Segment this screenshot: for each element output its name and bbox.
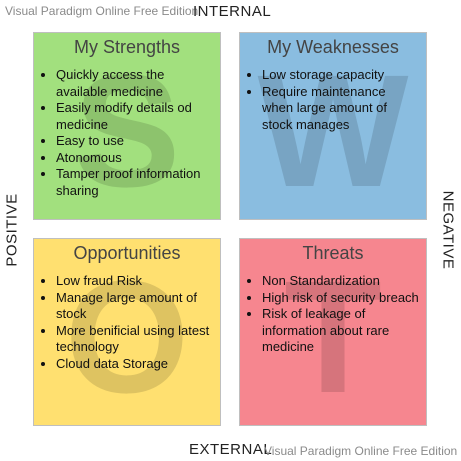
- quadrant-opportunities[interactable]: O Opportunities Low fraud RiskManage lar…: [33, 238, 221, 426]
- watermark-top: Visual Paradigm Online Free Edition: [5, 4, 199, 18]
- opportunities-list: Low fraud RiskManage large amount of sto…: [40, 273, 214, 372]
- list-item: Quickly access the available medicine: [56, 67, 214, 100]
- list-item: Low fraud Risk: [56, 273, 214, 290]
- quadrant-title-weaknesses: My Weaknesses: [267, 37, 399, 57]
- quadrant-threats[interactable]: T Threats Non StandardizationHigh risk o…: [239, 238, 427, 426]
- quadrant-title-opportunities: Opportunities: [73, 243, 181, 263]
- list-item: High risk of security breach: [262, 290, 420, 307]
- list-item: Cloud data Storage: [56, 356, 214, 373]
- axis-label-internal: INTERNAL: [193, 3, 272, 20]
- list-item: Low storage capacity: [262, 67, 420, 84]
- list-item: Manage large amount of stock: [56, 290, 214, 323]
- axis-label-external: EXTERNAL: [189, 441, 273, 458]
- list-item: More benificial using latest technology: [56, 323, 214, 356]
- axis-label-negative: NEGATIVE: [439, 190, 457, 270]
- strengths-list: Quickly access the available medicineEas…: [40, 67, 214, 199]
- axis-label-positive: POSITIVE: [3, 193, 21, 267]
- list-item: Atonomous: [56, 150, 214, 167]
- quadrant-weaknesses[interactable]: W My Weaknesses Low storage capacityRequ…: [239, 32, 427, 220]
- quadrant-title-strengths: My Strengths: [73, 37, 181, 57]
- list-item: Risk of leakage of information about rar…: [262, 306, 420, 356]
- quadrant-title-threats: Threats: [302, 243, 364, 263]
- watermark-bottom: Visual Paradigm Online Free Edition: [264, 444, 458, 458]
- list-item: Non Standardization: [262, 273, 420, 290]
- list-item: Tamper proof information sharing: [56, 166, 214, 199]
- list-item: Easy to use: [56, 133, 214, 150]
- list-item: Easily modify details od medicine: [56, 100, 214, 133]
- list-item: Require maintenance when large amount of…: [262, 84, 420, 134]
- threats-list: Non StandardizationHigh risk of security…: [246, 273, 420, 356]
- weaknesses-list: Low storage capacityRequire maintenance …: [246, 67, 420, 133]
- quadrant-strengths[interactable]: S My Strengths Quickly access the availa…: [33, 32, 221, 220]
